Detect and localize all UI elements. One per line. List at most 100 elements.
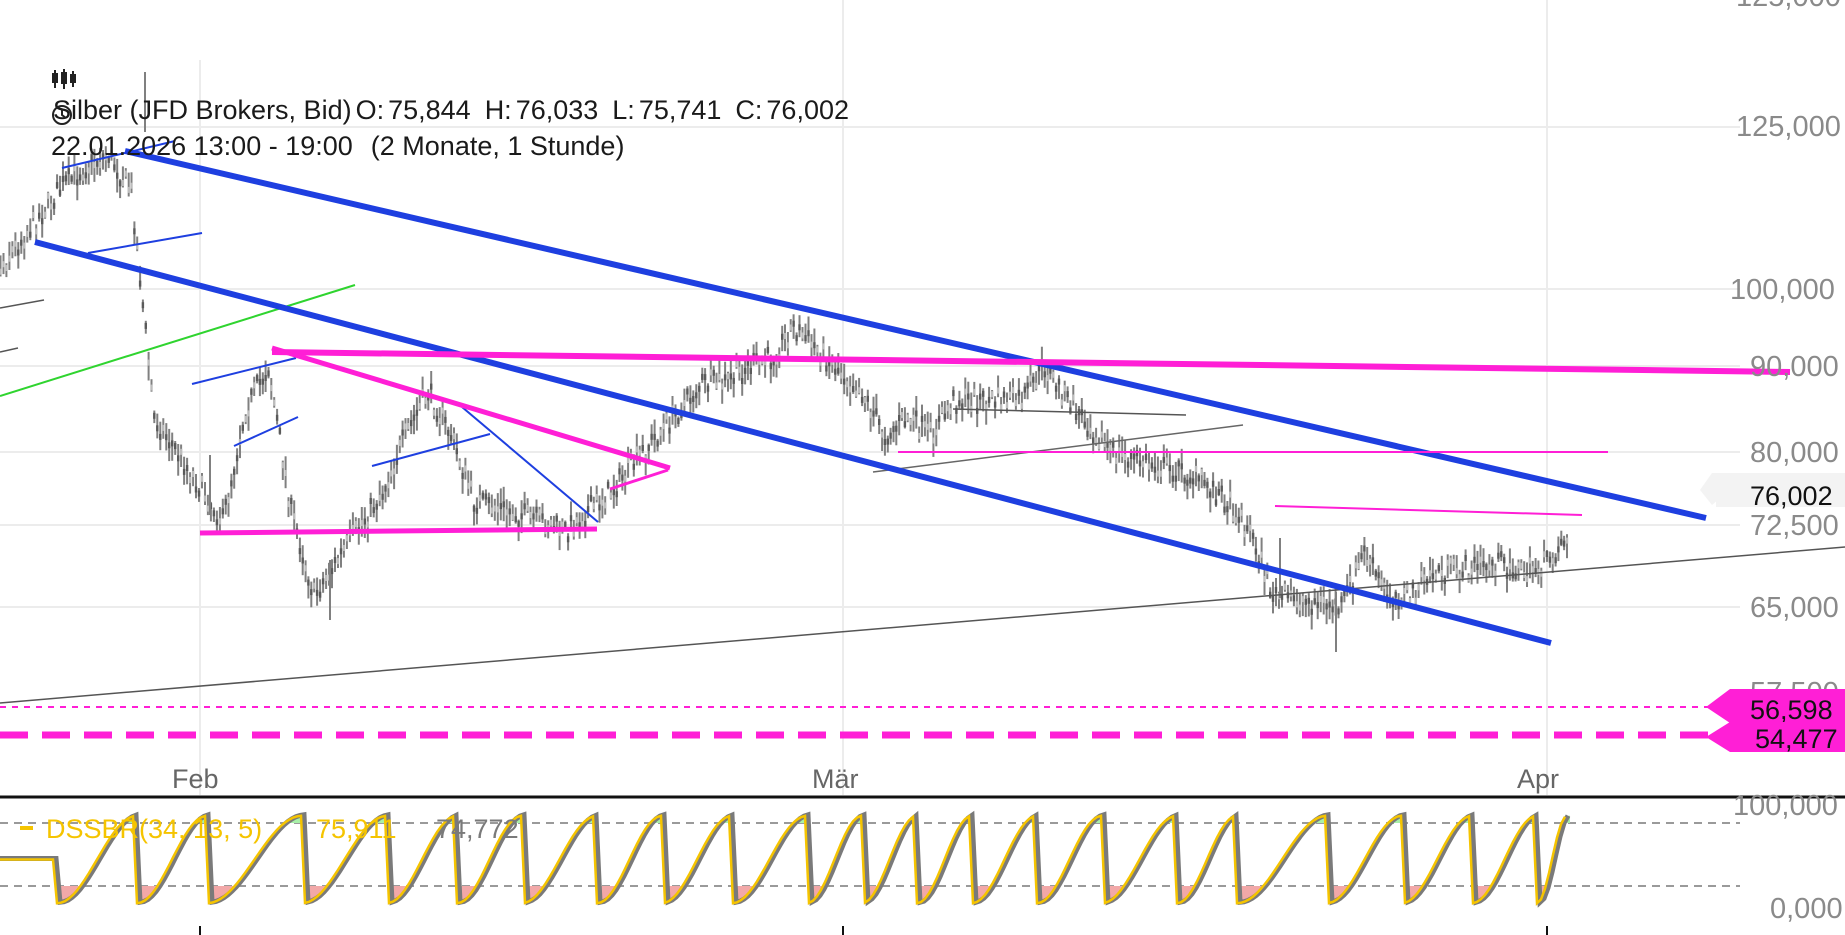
candle-body xyxy=(1537,569,1540,575)
candle-body xyxy=(1488,564,1491,571)
candle-body xyxy=(70,175,73,182)
candle-body xyxy=(741,378,744,384)
candle-body xyxy=(677,418,680,424)
candle-body xyxy=(499,503,502,510)
candle-body xyxy=(592,503,595,510)
blue-thin-3 xyxy=(191,357,297,385)
osc-oversold-fill xyxy=(982,886,986,899)
candle-body xyxy=(23,242,26,249)
candle-body xyxy=(35,228,38,235)
candle-body xyxy=(843,378,846,385)
candle-body xyxy=(1243,531,1246,538)
candle-body xyxy=(662,423,665,430)
candle-body xyxy=(807,330,810,337)
y-tick-label: 125,000 xyxy=(1736,111,1841,143)
osc-oversold-fill xyxy=(746,886,750,896)
candle-body xyxy=(26,230,29,237)
candle-body xyxy=(505,509,508,516)
candle-body xyxy=(55,182,59,189)
candle-body xyxy=(261,378,264,385)
svg-text:54,477: 54,477 xyxy=(1755,724,1838,754)
candle-body xyxy=(595,494,598,500)
candle-body xyxy=(310,589,313,596)
candle-body xyxy=(996,387,1000,394)
candle-body xyxy=(78,174,82,181)
candle-body xyxy=(993,401,997,408)
candle-body xyxy=(601,499,604,506)
candle-body xyxy=(786,342,790,349)
candle-body xyxy=(1231,515,1235,522)
y-tick-label: 65,000 xyxy=(1750,592,1839,624)
candle-body xyxy=(330,568,334,575)
candle-body xyxy=(324,575,328,581)
osc-oversold-fill xyxy=(318,886,322,896)
time-axis[interactable]: Feb Mär Apr xyxy=(172,764,1559,794)
osc-oversold-fill xyxy=(66,886,70,901)
candle-body xyxy=(1086,430,1089,437)
green-trendline xyxy=(0,284,356,397)
osc-legend-swatch xyxy=(20,826,33,830)
candle-body xyxy=(1072,394,1075,401)
candle-body xyxy=(444,416,447,423)
candle-body xyxy=(410,420,413,427)
candle-body xyxy=(1406,584,1409,591)
range-text[interactable]: (2 Monate, 1 Stunde) xyxy=(370,131,625,161)
candle-body xyxy=(529,512,532,518)
high-label: H: xyxy=(484,95,512,125)
candle-body xyxy=(298,548,302,555)
candle-body xyxy=(1458,574,1461,581)
osc-oversold-fill xyxy=(1250,886,1254,899)
candle-body xyxy=(0,268,2,275)
candle-body xyxy=(1126,461,1130,468)
osc-oversold-fill xyxy=(978,886,982,901)
candle-body xyxy=(49,203,53,210)
candle-body xyxy=(127,186,130,193)
candle-body xyxy=(1217,489,1220,495)
candle-body xyxy=(869,412,872,419)
candle-body xyxy=(93,162,96,169)
candle-body xyxy=(1473,556,1476,563)
osc-oversold-fill xyxy=(1242,886,1246,902)
gray-support-line xyxy=(0,546,1845,704)
osc-oversold-fill xyxy=(1338,886,1342,899)
candle-body xyxy=(168,442,171,449)
candle-body xyxy=(484,493,488,500)
candle-body xyxy=(659,429,662,436)
candle-body xyxy=(964,388,967,395)
candle-body xyxy=(472,505,476,512)
candle-body xyxy=(952,390,955,397)
candle-body xyxy=(412,414,416,421)
blue-thin-2 xyxy=(87,232,203,254)
blue-channel-upper xyxy=(124,148,1707,521)
candle-body xyxy=(1397,603,1400,610)
candle-body xyxy=(846,381,849,388)
candle-body xyxy=(698,385,701,392)
candle-body xyxy=(1319,596,1322,602)
osc-oversold-fill xyxy=(1042,886,1046,902)
candle-body xyxy=(1153,466,1157,473)
candle-body xyxy=(315,589,319,596)
candle-body xyxy=(511,513,514,520)
candle-body xyxy=(1325,603,1328,610)
candle-body xyxy=(723,374,727,381)
candle-body xyxy=(635,446,638,453)
candle-body xyxy=(1260,551,1263,558)
candle-body xyxy=(604,502,607,509)
osc-oversold-fill xyxy=(530,886,534,901)
candle-body xyxy=(375,503,378,510)
price-axis[interactable]: 125,000 125,000 100,000 90,000 80,000 72… xyxy=(1730,0,1841,709)
candle-body xyxy=(1226,506,1229,513)
candle-body xyxy=(387,482,390,489)
candle-body xyxy=(1437,565,1440,572)
candle-body xyxy=(378,494,381,501)
candle-body xyxy=(852,386,855,392)
candle-body xyxy=(1368,558,1372,565)
candle-body xyxy=(381,493,384,500)
instrument-name[interactable]: Silber (JFD Brokers, Bid) xyxy=(53,95,352,125)
candle-body xyxy=(469,480,473,487)
candle-body xyxy=(1094,437,1098,444)
candle-body xyxy=(1263,576,1266,582)
blue-thin-5 xyxy=(371,433,491,467)
candle-body xyxy=(606,481,610,488)
blue-thin-6 xyxy=(461,406,599,523)
